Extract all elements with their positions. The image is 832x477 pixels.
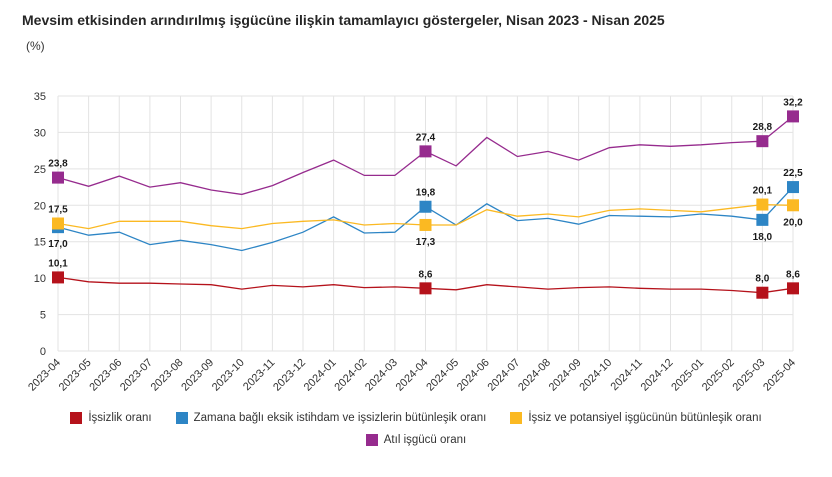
data-label: 20,0: [783, 217, 803, 228]
x-tick-label: 2024-06: [455, 357, 492, 394]
data-point-marker: [787, 110, 799, 123]
x-tick-label: 2023-11: [241, 357, 277, 393]
data-labels: 10,1 8,6 8,0 8,6 17,0 19,8 18,0 22,5 17,5 17,3 20,…: [48, 97, 803, 284]
data-label: 17,3: [416, 237, 436, 248]
x-tick-label: 2024-12: [639, 357, 676, 394]
legend-item-issizlik[interactable]: İşsizlik oranı: [70, 412, 152, 424]
y-tick-label: 35: [34, 91, 46, 103]
x-tick-label: 2025-02: [700, 357, 737, 394]
chart-title: Mevsim etkisinden arındırılmış işgücüne …: [22, 12, 665, 28]
legend-row-2: Atıl işgücü oranı: [0, 434, 832, 446]
legend-swatch-issizlik: [70, 412, 83, 424]
y-tick-label: 10: [34, 273, 46, 285]
data-point-marker: [756, 286, 769, 299]
y-tick-label: 30: [34, 127, 46, 139]
data-point-marker: [787, 282, 799, 295]
x-tick-label: 2023-12: [271, 357, 308, 394]
y-tick-label: 5: [40, 310, 46, 322]
x-tick-label: 2024-05: [424, 357, 461, 394]
x-tick-label: 2023-09: [179, 357, 216, 394]
legend-item-potansiyel[interactable]: İşsiz ve potansiyel işgücünün bütünleşik…: [510, 412, 762, 424]
data-label: 8,0: [755, 274, 769, 285]
x-tick-label: 2023-04: [26, 357, 63, 394]
data-label: 22,5: [783, 168, 803, 179]
y-tick-label: 25: [34, 164, 46, 176]
x-tick-label: 2024-08: [516, 357, 553, 394]
data-point-marker: [419, 282, 432, 295]
data-point-marker: [419, 200, 432, 213]
legend-row-1: İşsizlik oranı Zamana bağlı eksik istihd…: [0, 412, 832, 424]
data-point-marker: [419, 145, 432, 158]
x-tick-label: 2023-05: [57, 357, 94, 394]
data-label: 17,0: [48, 239, 68, 250]
legend-swatch-zamana-bagli: [175, 412, 188, 424]
y-tick-label: 15: [34, 237, 46, 249]
data-point-marker: [787, 181, 799, 194]
data-label: 8,6: [786, 269, 800, 280]
legend-swatch-potansiyel: [510, 412, 523, 424]
data-point-marker: [756, 213, 769, 226]
data-point-marker: [419, 218, 432, 231]
data-label: 10,1: [48, 258, 68, 269]
x-tick-label: 2024-11: [609, 357, 645, 393]
legend-label-issizlik: İşsizlik oranı: [88, 412, 152, 424]
legend-label-potansiyel: İşsiz ve potansiyel işgücünün bütünleşik…: [528, 412, 762, 424]
data-label: 27,4: [416, 132, 436, 143]
x-tick-label: 2025-04: [761, 357, 798, 394]
x-tick-label: 2024-07: [485, 357, 522, 394]
data-point-marker: [52, 271, 64, 284]
data-point-marker: [787, 199, 799, 212]
data-label: 8,6: [419, 269, 433, 280]
data-label: 18,0: [753, 232, 773, 243]
data-point-marker: [756, 198, 769, 211]
legend-swatch-atil: [365, 434, 378, 446]
legend-label-zamana-bagli: Zamana bağlı eksik istihdam ve işsizleri…: [193, 412, 487, 424]
x-axis: 2023-042023-052023-062023-072023-082023-…: [26, 357, 798, 394]
x-tick-label: 2025-01: [669, 357, 706, 394]
x-tick-label: 2023-06: [87, 357, 124, 394]
data-label: 28,8: [753, 122, 773, 133]
data-label: 20,1: [753, 186, 773, 197]
x-tick-label: 2024-09: [547, 357, 584, 394]
x-tick-label: 2023-07: [118, 357, 155, 394]
x-tick-label: 2024-10: [577, 357, 614, 394]
x-tick-label: 2025-03: [730, 357, 767, 394]
legend-label-atil: Atıl işgücü oranı: [383, 434, 467, 446]
x-tick-label: 2023-10: [210, 357, 247, 394]
data-label: 19,8: [416, 188, 436, 199]
x-tick-label: 2024-02: [332, 357, 369, 394]
unit-label: (%): [26, 39, 45, 53]
data-label: 17,5: [48, 205, 68, 216]
data-label: 32,2: [783, 97, 803, 108]
data-label: 23,8: [48, 159, 68, 170]
data-point-marker: [52, 217, 64, 230]
x-tick-label: 2024-01: [302, 357, 339, 394]
legend-item-zamana-bagli[interactable]: Zamana bağlı eksik istihdam ve işsizleri…: [175, 412, 487, 424]
x-tick-label: 2023-08: [149, 357, 186, 394]
x-tick-label: 2024-03: [363, 357, 400, 394]
data-point-marker: [756, 135, 769, 148]
x-tick-label: 2024-04: [394, 357, 431, 394]
data-point-marker: [52, 171, 64, 184]
y-axis: 0 5 10 15 20 25 30 35: [34, 91, 46, 358]
y-tick-label: 0: [40, 346, 46, 358]
legend-item-atil[interactable]: Atıl işgücü oranı: [365, 434, 467, 446]
series-markers: [52, 110, 799, 299]
y-tick-label: 20: [34, 200, 46, 212]
